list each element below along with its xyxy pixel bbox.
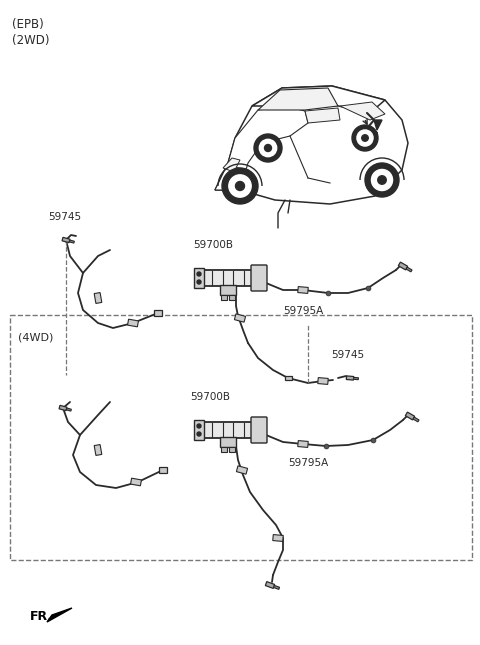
Circle shape — [352, 125, 378, 151]
Polygon shape — [252, 86, 385, 113]
Text: 59700B: 59700B — [193, 240, 233, 250]
Bar — [194, 420, 204, 440]
FancyBboxPatch shape — [251, 265, 267, 291]
Circle shape — [378, 175, 386, 184]
Polygon shape — [305, 108, 340, 123]
Bar — [274, 586, 279, 590]
Text: (EPB)
(2WD): (EPB) (2WD) — [12, 18, 49, 47]
Circle shape — [229, 175, 251, 197]
Text: 59795A: 59795A — [288, 458, 328, 468]
Text: 59700B: 59700B — [190, 392, 230, 402]
Polygon shape — [374, 120, 382, 130]
Bar — [66, 408, 72, 411]
Bar — [221, 295, 227, 300]
Bar — [298, 286, 308, 293]
Bar — [406, 267, 412, 272]
Polygon shape — [215, 86, 408, 204]
Circle shape — [365, 163, 399, 197]
Bar — [220, 437, 236, 447]
Polygon shape — [258, 88, 338, 110]
Bar — [236, 466, 248, 474]
Bar — [220, 285, 236, 295]
Circle shape — [197, 432, 201, 436]
Bar — [298, 441, 308, 448]
FancyBboxPatch shape — [251, 417, 267, 443]
Circle shape — [236, 181, 244, 190]
Bar — [62, 237, 70, 243]
Text: 59745: 59745 — [48, 212, 81, 222]
Bar — [285, 375, 291, 380]
Bar — [94, 293, 102, 303]
Bar — [59, 405, 67, 411]
Bar — [398, 262, 408, 270]
Bar — [405, 412, 415, 420]
Text: 59795A: 59795A — [283, 306, 323, 316]
Polygon shape — [215, 106, 308, 190]
Bar — [318, 377, 328, 384]
FancyBboxPatch shape — [203, 422, 253, 438]
Circle shape — [372, 170, 393, 190]
Circle shape — [254, 134, 282, 162]
Bar — [69, 240, 74, 243]
Bar — [10, 315, 472, 560]
Circle shape — [222, 168, 258, 204]
Bar — [234, 314, 246, 322]
FancyBboxPatch shape — [203, 270, 253, 286]
Bar — [273, 535, 283, 541]
Circle shape — [197, 280, 201, 284]
Circle shape — [259, 139, 276, 157]
Bar — [346, 376, 354, 380]
Text: FR.: FR. — [30, 610, 53, 622]
Bar — [229, 447, 235, 452]
Circle shape — [197, 272, 201, 276]
Bar — [194, 268, 204, 288]
Polygon shape — [223, 158, 240, 172]
Bar — [159, 468, 167, 473]
Text: 59745: 59745 — [331, 350, 365, 360]
Polygon shape — [340, 102, 385, 120]
Bar — [221, 447, 227, 452]
Circle shape — [357, 130, 373, 146]
Bar — [413, 417, 419, 422]
Bar — [154, 310, 162, 315]
Circle shape — [197, 424, 201, 428]
Bar — [265, 582, 275, 588]
Text: (4WD): (4WD) — [18, 333, 53, 343]
Circle shape — [362, 135, 368, 141]
Circle shape — [264, 144, 272, 152]
Bar — [128, 319, 138, 327]
Bar — [131, 478, 142, 486]
Bar — [94, 444, 102, 455]
Polygon shape — [47, 608, 72, 622]
Bar — [229, 295, 235, 300]
Bar — [353, 377, 359, 380]
